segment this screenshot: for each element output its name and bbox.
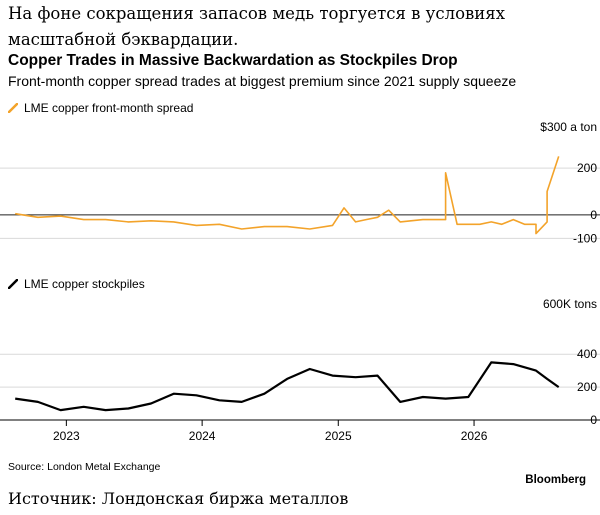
caption-line-1: На фоне сокращения запасов медь торгуетс… (8, 4, 505, 23)
y-tick-label: 200 (577, 161, 597, 175)
brand-logo: Bloomberg (525, 474, 586, 486)
series-line-stockpiles (15, 361, 560, 412)
legend-spread-label: LME copper front-month spread (24, 101, 194, 115)
legend-stockpiles-swatch-icon (8, 279, 18, 289)
chart-title: Copper Trades in Massive Backwardation a… (8, 52, 458, 69)
legend-spread-swatch-icon (8, 103, 18, 113)
series-line-spread (15, 156, 560, 235)
y-unit-label: 600K tons (543, 297, 597, 311)
source-note: Source: London Metal Exchange (8, 461, 161, 473)
caption-line-2: масштабной бэквардации. (8, 30, 239, 49)
x-tick-label: 2024 (189, 429, 216, 443)
x-tick-label: 2026 (461, 429, 488, 443)
y-tick-label: 0 (590, 208, 597, 222)
x-tick-label: 2025 (325, 429, 352, 443)
grid-layer (0, 167, 600, 426)
series-layer (15, 156, 560, 412)
legend-stockpiles: LME copper stockpiles (8, 277, 145, 291)
caption-source: Источник: Лондонская биржа металлов (8, 489, 349, 508)
chart-subtitle: Front-month copper spread trades at bigg… (8, 73, 517, 89)
label-layer: 200 0 -100 $300 a ton 400 200 0 600K tons 2023 20… (53, 120, 597, 443)
y-tick-label: 0 (590, 413, 597, 427)
y-tick-label: 200 (577, 380, 597, 394)
y-tick-label: -100 (573, 231, 597, 245)
legend-stockpiles-label: LME copper stockpiles (24, 277, 145, 291)
legend-spread: LME copper front-month spread (8, 101, 193, 115)
y-tick-label: 400 (577, 347, 597, 361)
x-tick-label: 2023 (53, 429, 80, 443)
y-unit-label: $300 a ton (540, 120, 597, 134)
